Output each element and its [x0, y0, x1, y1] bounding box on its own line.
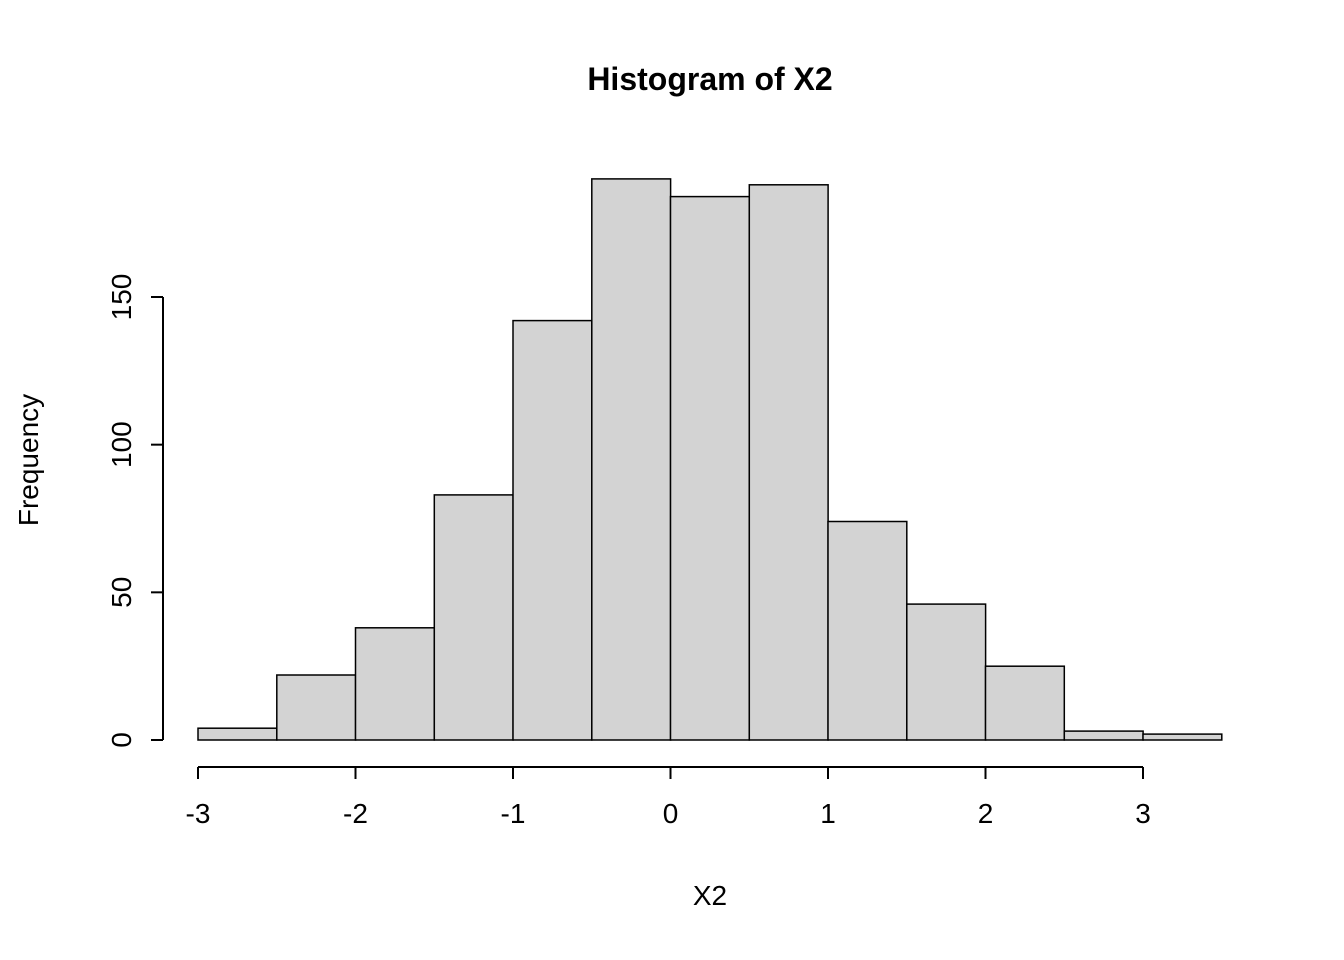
- histogram-bar: [906, 603, 987, 741]
- histogram-bar: [197, 727, 278, 741]
- histogram-bar: [669, 195, 751, 741]
- x-axis-label: X2: [693, 880, 727, 911]
- histogram-bar: [591, 178, 672, 741]
- histogram-bar: [354, 627, 436, 741]
- histogram-bar: [984, 665, 1066, 741]
- y-axis-label: Frequency: [13, 394, 44, 526]
- x-tick-label: 3: [1135, 798, 1151, 829]
- histogram-bar: [827, 520, 908, 741]
- y-tick-label: 100: [106, 421, 137, 468]
- x-tick-label: -1: [501, 798, 526, 829]
- histogram-bar: [1063, 730, 1144, 741]
- axes-group: -3 -2 -1 0 1 2 3 0 50 100 150: [106, 274, 1151, 829]
- histogram-bar: [512, 319, 593, 741]
- histogram-bar: [748, 184, 829, 741]
- histogram-bar: [433, 494, 514, 741]
- y-tick-label: 0: [106, 732, 137, 748]
- bars-group: [197, 178, 1223, 741]
- x-tick-label: 0: [663, 798, 679, 829]
- histogram-bar: [276, 674, 357, 741]
- histogram-bar: [1142, 733, 1223, 741]
- x-tick-label: 1: [820, 798, 836, 829]
- y-tick-label: 50: [106, 577, 137, 608]
- x-tick-label: -3: [186, 798, 211, 829]
- chart-title: Histogram of X2: [587, 61, 832, 97]
- x-tick-label: 2: [978, 798, 994, 829]
- y-tick-label: 150: [106, 274, 137, 321]
- x-tick-label: -2: [343, 798, 368, 829]
